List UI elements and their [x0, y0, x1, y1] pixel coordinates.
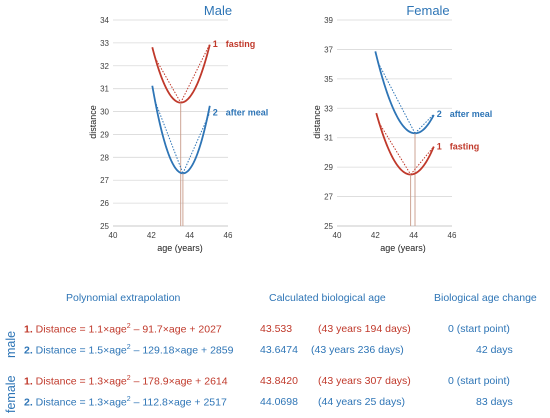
female-y-tick: 35 [324, 75, 333, 84]
male-y-tick: 33 [100, 39, 109, 48]
change-female-1: 0 (start point) [448, 375, 510, 387]
male-y-axis-label: distance [88, 105, 98, 139]
male-x-axis-label: age (years) [157, 243, 203, 253]
days-male-1: (43 years 194 days) [318, 323, 411, 335]
female-y-tick: 29 [324, 163, 333, 172]
female-y-tick: 33 [324, 104, 333, 113]
formula-female-2: 2. Distance = 1.3×age2 – 112.8×age + 251… [24, 396, 227, 409]
male-y-tick: 29 [100, 130, 109, 139]
change-female-2: 83 days [476, 396, 513, 408]
male-series-curve-1 [151, 44, 211, 104]
female-chart: Female 25 27 29 31 33 35 37 39 40 42 44 46 age (ye… [312, 3, 492, 253]
male-series-label-1: 1 fasting [213, 39, 256, 49]
female-y-tick: 25 [324, 222, 333, 231]
male-series-curve-2 [151, 85, 211, 175]
female-dotted-left-1 [378, 122, 412, 175]
charts-canvas: Male 25 26 27 28 29 30 31 32 33 34 40 42 44 46 age (… [88, 3, 492, 253]
male-dotted-left-2 [154, 101, 184, 174]
days-female-2: (44 years 25 days) [318, 396, 405, 408]
female-x-tick: 40 [333, 231, 342, 240]
male-y-tick: 34 [100, 16, 109, 25]
male-y-tick: 32 [100, 62, 109, 71]
formula-female-1: 1. Distance = 1.3×age2 – 178.9×age + 261… [24, 375, 228, 388]
header-polynomial: Polynomial extrapolation [66, 292, 181, 304]
male-x-tick-labels: 40 42 44 46 [109, 231, 233, 240]
male-y-tick: 26 [100, 199, 109, 208]
female-y-tick: 31 [324, 134, 333, 143]
age-female-2: 44.0698 [260, 396, 298, 408]
female-y-tick-labels: 25 27 29 31 33 35 37 39 [324, 16, 333, 231]
days-male-2: (43 years 236 days) [311, 344, 404, 356]
male-gridlines [113, 19, 228, 227]
female-y-tick: 37 [324, 45, 333, 54]
group-label-female: female [4, 375, 18, 413]
female-series-curve-1 [375, 112, 435, 176]
male-dotted-right-2 [182, 112, 211, 174]
header-calculated-age: Calculated biological age [269, 292, 386, 304]
female-chart-title: Female [406, 3, 449, 18]
male-x-tick: 40 [109, 231, 118, 240]
male-y-tick-labels: 25 26 27 28 29 30 31 32 33 34 [100, 16, 109, 231]
female-x-axis-label: age (years) [380, 243, 426, 253]
female-x-tick: 46 [448, 231, 457, 240]
female-x-tick-labels: 40 42 44 46 [333, 231, 457, 240]
female-y-axis-label: distance [312, 105, 322, 139]
formula-male-2: 2. Distance = 1.5×age2 – 129.18×age + 28… [24, 344, 234, 357]
female-x-tick: 44 [409, 231, 418, 240]
female-dotted-right-2 [414, 113, 435, 134]
female-series-curve-2 [374, 51, 435, 135]
female-series-label-2: 2 after meal [437, 109, 493, 119]
female-series-group: 2 after meal 1 fasting [374, 51, 493, 226]
change-male-1: 0 (start point) [448, 323, 510, 335]
male-y-tick: 28 [100, 153, 109, 162]
female-x-tick: 42 [371, 231, 380, 240]
male-dotted-right-1 [180, 43, 211, 103]
male-chart-title: Male [204, 3, 232, 18]
male-dotted-left-1 [154, 57, 182, 103]
age-male-1: 43.533 [260, 323, 293, 335]
header-age-change: Biological age change [434, 292, 537, 304]
female-y-tick: 39 [324, 16, 333, 25]
change-male-2: 42 days [476, 344, 513, 356]
male-series-group: 1 fasting 2 after meal [151, 39, 269, 226]
formula-male-1: 1. Distance = 1.1×age2 – 91.7×age + 2027 [24, 323, 222, 336]
female-gridlines [337, 19, 452, 227]
male-y-tick: 31 [100, 85, 109, 94]
female-y-tick: 27 [324, 193, 333, 202]
male-y-tick: 25 [100, 222, 109, 231]
age-male-2: 43.6474 [260, 344, 298, 356]
male-series-label-2: 2 after meal [213, 108, 269, 118]
male-y-tick: 27 [100, 176, 109, 185]
male-y-tick: 30 [100, 108, 109, 117]
male-x-tick: 42 [147, 231, 156, 240]
male-x-tick: 46 [224, 231, 233, 240]
female-dotted-left-2 [377, 62, 416, 134]
male-chart: Male 25 26 27 28 29 30 31 32 33 34 40 42 44 46 age (… [88, 3, 268, 253]
age-female-1: 43.8420 [260, 375, 298, 387]
days-female-1: (43 years 307 days) [318, 375, 411, 387]
female-series-label-1: 1 fasting [437, 142, 480, 152]
female-dotted-right-1 [410, 146, 435, 175]
group-label-male: male [4, 330, 18, 358]
male-x-tick: 44 [185, 231, 194, 240]
